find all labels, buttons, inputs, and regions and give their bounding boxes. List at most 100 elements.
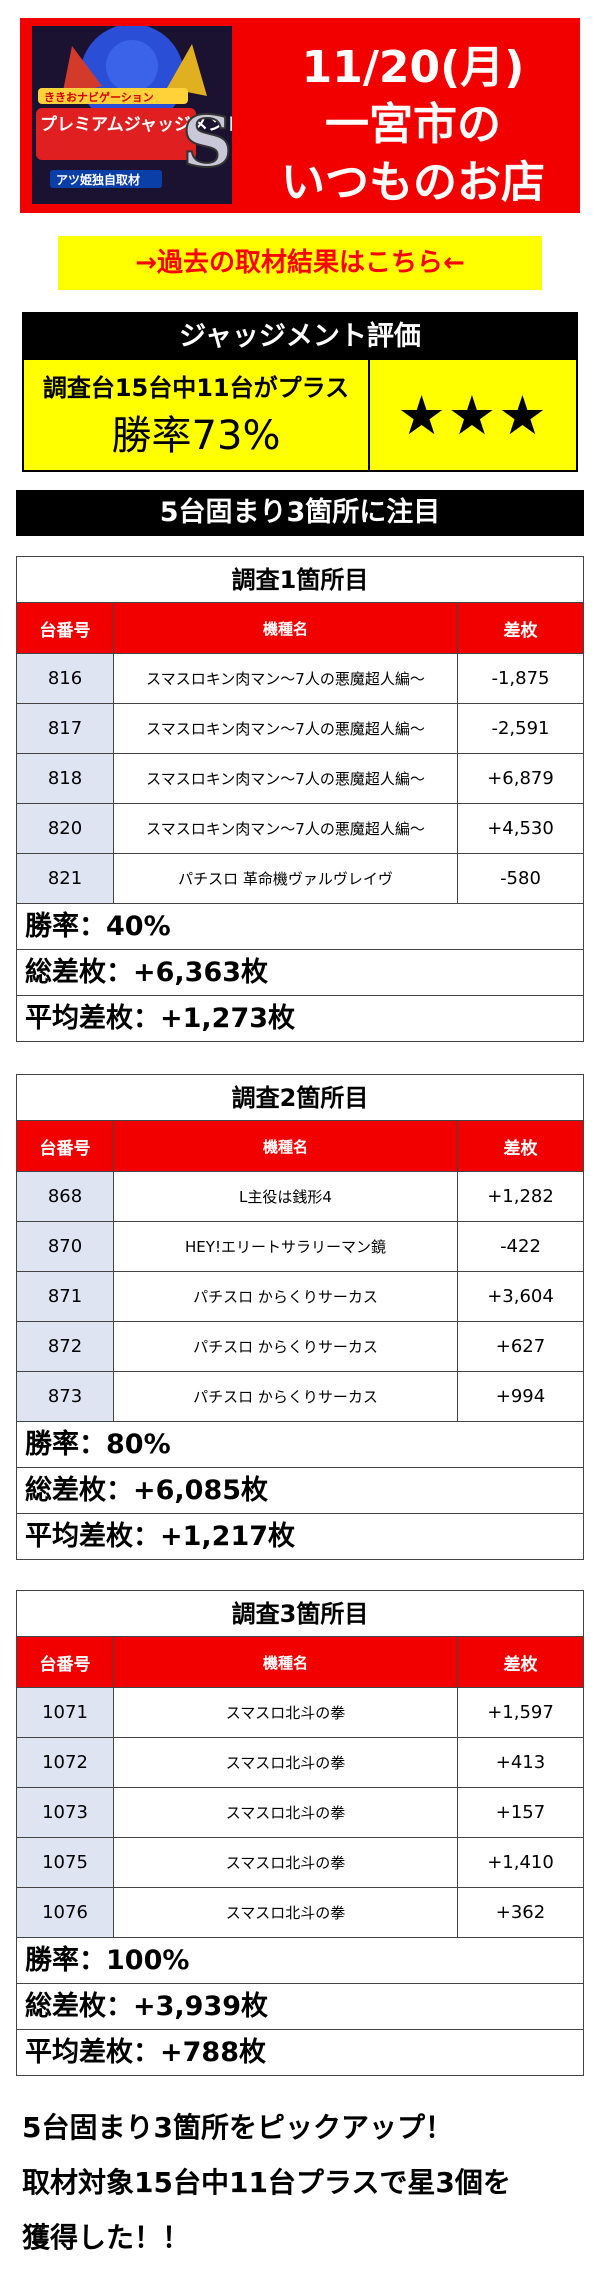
machine-name: スマスロ北斗の拳 — [114, 1738, 458, 1787]
logo-main-text: プレミアムジャッジメント — [40, 114, 232, 135]
header-machine: 機種名 — [114, 603, 458, 653]
header-diff: 差枚 — [503, 1138, 538, 1159]
survey-average-diff: 平均差枚：+1,273枚 — [17, 995, 583, 1041]
survey-title: 調査2箇所目 — [17, 1075, 583, 1121]
medal-diff: +1,282 — [487, 1186, 554, 1207]
survey-average-diff: 平均差枚：+788枚 — [17, 2029, 583, 2075]
machine-number: 1073 — [17, 1788, 114, 1837]
medal-diff: +3,604 — [487, 1286, 554, 1307]
judgment-title: ジャッジメント評価 — [24, 314, 576, 360]
header-diff: 差枚 — [503, 1654, 538, 1675]
section-title: 5台固まり3箇所に注目 — [16, 490, 584, 536]
judgment-summary: 調査台15台中11台がプラス — [42, 374, 350, 402]
header-date: 11/20(月) — [301, 42, 525, 93]
table-row: 1072 スマスロ北斗の拳 +413 — [17, 1737, 583, 1787]
medal-diff: -580 — [500, 868, 541, 889]
survey-block-2: 調査2箇所目 台番号 機種名 差枚 868 L主役は銭形4 +1,282 870… — [16, 1074, 584, 1560]
survey-title: 調査3箇所目 — [17, 1591, 583, 1637]
table-row: 817 スマスロキン肉マン～7人の悪魔超人編～ -2,591 — [17, 703, 583, 753]
footer-line-2: 取材対象15台中11台プラスで星3個を — [22, 2166, 511, 2199]
judgment-box: ジャッジメント評価 調査台15台中11台がプラス 勝率73% ★★★ — [22, 312, 578, 472]
machine-name: スマスロキン肉マン～7人の悪魔超人編～ — [114, 654, 458, 703]
medal-diff: -2,591 — [491, 718, 550, 739]
table-header: 台番号 機種名 差枚 — [17, 1637, 583, 1687]
survey-average-diff: 平均差枚：+1,217枚 — [17, 1513, 583, 1559]
machine-name: パチスロ からくりサーカス — [114, 1372, 458, 1421]
machine-name: パチスロ からくりサーカス — [114, 1272, 458, 1321]
machine-name: スマスロ北斗の拳 — [114, 1838, 458, 1887]
header-machine: 機種名 — [114, 1121, 458, 1171]
table-row: 873 パチスロ からくりサーカス +994 — [17, 1371, 583, 1421]
machine-number: 1075 — [17, 1838, 114, 1887]
medal-diff: -422 — [500, 1236, 541, 1257]
logo-sub-text: アツ姫独自取材 — [56, 172, 140, 187]
table-row: 818 スマスロキン肉マン～7人の悪魔超人編～ +6,879 — [17, 753, 583, 803]
table-row: 872 パチスロ からくりサーカス +627 — [17, 1321, 583, 1371]
header-number: 台番号 — [17, 603, 114, 653]
survey-win-rate: 勝率：100% — [17, 1937, 583, 1983]
survey-title: 調査1箇所目 — [17, 557, 583, 603]
past-results-link[interactable]: →過去の取材結果はこちら← — [58, 236, 542, 290]
medal-diff: +4,530 — [487, 818, 554, 839]
header-number: 台番号 — [17, 1121, 114, 1171]
header-store: いつものお店 — [281, 157, 545, 208]
medal-diff: +157 — [495, 1802, 546, 1823]
medal-diff: +6,879 — [487, 768, 554, 789]
header-number: 台番号 — [17, 1637, 114, 1687]
machine-number: 1071 — [17, 1688, 114, 1737]
medal-diff: -1,875 — [491, 668, 550, 689]
footer-line-3: 獲得した！！ — [22, 2221, 191, 2254]
machine-number: 1072 — [17, 1738, 114, 1787]
machine-name: スマスロ北斗の拳 — [114, 1788, 458, 1837]
table-row: 1076 スマスロ北斗の拳 +362 — [17, 1887, 583, 1937]
star-rating: ★★★ — [370, 360, 576, 470]
header-city: 一宮市の — [325, 99, 501, 150]
table-row: 820 スマスロキン肉マン～7人の悪魔超人編～ +4,530 — [17, 803, 583, 853]
machine-number: 870 — [17, 1222, 114, 1271]
survey-total-diff: 総差枚：+3,939枚 — [17, 1983, 583, 2029]
machine-number: 872 — [17, 1322, 114, 1371]
machine-number: 816 — [17, 654, 114, 703]
footer-line-1: 5台固まり3箇所をピックアップ！ — [22, 2111, 453, 2144]
table-row: 1073 スマスロ北斗の拳 +157 — [17, 1787, 583, 1837]
machine-number: 818 — [17, 754, 114, 803]
footer-commentary: 5台固まり3箇所をピックアップ！ 取材対象15台中11台プラスで星3個を 獲得し… — [22, 2100, 582, 2265]
machine-number: 873 — [17, 1372, 114, 1421]
machine-name: スマスロ北斗の拳 — [114, 1888, 458, 1937]
medal-diff: +1,410 — [487, 1852, 554, 1873]
machine-number: 871 — [17, 1272, 114, 1321]
table-row: 1071 スマスロ北斗の拳 +1,597 — [17, 1687, 583, 1737]
survey-block-3: 調査3箇所目 台番号 機種名 差枚 1071 スマスロ北斗の拳 +1,597 1… — [16, 1590, 584, 2076]
judgment-summary-cell: 調査台15台中11台がプラス 勝率73% — [24, 360, 370, 470]
machine-name: スマスロキン肉マン～7人の悪魔超人編～ — [114, 754, 458, 803]
survey-win-rate: 勝率：40% — [17, 903, 583, 949]
logo-letter: S — [182, 100, 232, 183]
medal-diff: +1,597 — [487, 1702, 554, 1723]
header-machine: 機種名 — [114, 1637, 458, 1687]
machine-name: パチスロ 革命機ヴァルヴレイヴ — [114, 854, 458, 903]
machine-number: 821 — [17, 854, 114, 903]
header-diff: 差枚 — [503, 620, 538, 641]
table-row: 870 HEY!エリートサラリーマン鏡 -422 — [17, 1221, 583, 1271]
machine-number: 1076 — [17, 1888, 114, 1937]
survey-block-1: 調査1箇所目 台番号 機種名 差枚 816 スマスロキン肉マン～7人の悪魔超人編… — [16, 556, 584, 1042]
machine-name: スマスロキン肉マン～7人の悪魔超人編～ — [114, 804, 458, 853]
table-row: 821 パチスロ 革命機ヴァルヴレイヴ -580 — [17, 853, 583, 903]
machine-name: スマスロ北斗の拳 — [114, 1688, 458, 1737]
machine-name: パチスロ からくりサーカス — [114, 1322, 458, 1371]
table-row: 871 パチスロ からくりサーカス +3,604 — [17, 1271, 583, 1321]
survey-win-rate: 勝率：80% — [17, 1421, 583, 1467]
survey-total-diff: 総差枚：+6,363枚 — [17, 949, 583, 995]
survey-total-diff: 総差枚：+6,085枚 — [17, 1467, 583, 1513]
logo-top-text: ききおナビゲーション — [44, 90, 154, 104]
machine-name: HEY!エリートサラリーマン鏡 — [114, 1222, 458, 1271]
header-text: 11/20(月) 一宮市の いつものお店 — [258, 40, 568, 212]
premium-judgment-logo: ききおナビゲーション プレミアムジャッジメント S アツ姫独自取材 — [32, 26, 232, 204]
table-row: 816 スマスロキン肉マン～7人の悪魔超人編～ -1,875 — [17, 653, 583, 703]
table-header: 台番号 機種名 差枚 — [17, 603, 583, 653]
machine-name: L主役は銭形4 — [114, 1172, 458, 1221]
medal-diff: +994 — [495, 1386, 546, 1407]
header-banner: ききおナビゲーション プレミアムジャッジメント S アツ姫独自取材 11/20(… — [20, 18, 580, 213]
machine-number: 868 — [17, 1172, 114, 1221]
